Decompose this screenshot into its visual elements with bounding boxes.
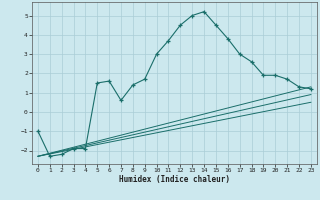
X-axis label: Humidex (Indice chaleur): Humidex (Indice chaleur) xyxy=(119,175,230,184)
